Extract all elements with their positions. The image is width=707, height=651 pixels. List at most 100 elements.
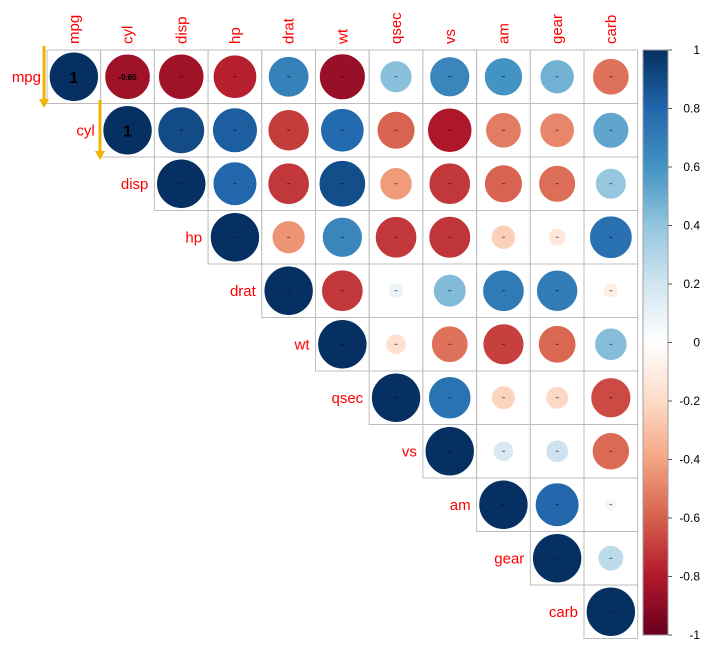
colorbar [642, 49, 669, 636]
coefficient-mark [179, 183, 183, 185]
colorbar-tick-label: 1 [693, 43, 700, 57]
coefficient-mark [609, 557, 613, 559]
coefficient-mark [448, 129, 452, 131]
cell-value-label: 1 [123, 123, 132, 140]
column-label: gear [549, 14, 566, 44]
coefficient-mark [609, 450, 613, 452]
coefficient-mark [609, 76, 613, 78]
coefficient-mark [340, 129, 344, 131]
coefficient-mark [287, 183, 291, 185]
row-label: cyl [76, 122, 94, 139]
coefficient-mark [501, 183, 505, 185]
coefficient-mark [448, 397, 452, 399]
color-legend: 1 0.8 0.6 0.4 0.2 0 -0.2 -0.4 -0.6 -0.8 -1 [642, 43, 700, 642]
annotation-arrow-head [39, 99, 49, 108]
colorbar-tick-label: 0.8 [683, 102, 700, 116]
coefficient-mark [501, 343, 505, 345]
coefficient-mark [287, 129, 291, 131]
coefficient-mark [233, 129, 237, 131]
coefficient-mark [501, 236, 505, 238]
row-label: drat [230, 283, 257, 300]
annotation-arrows [39, 46, 105, 160]
coefficient-mark [394, 343, 398, 345]
column-label: cyl [120, 26, 137, 44]
colorbar-tick-label: -0.4 [679, 453, 700, 467]
coefficient-mark [233, 236, 237, 238]
column-label: am [495, 23, 512, 44]
coefficient-mark [609, 504, 613, 506]
coefficient-mark [126, 129, 130, 131]
coefficient-mark [609, 611, 613, 613]
column-labels: mpg cyl disp hp drat wt qsec vs am gear carb [66, 12, 620, 45]
coefficient-mark [394, 397, 398, 399]
coefficient-mark [448, 290, 452, 292]
coefficient-mark [448, 236, 452, 238]
coefficient-mark [555, 129, 559, 131]
coefficient-mark [233, 76, 237, 78]
row-label: vs [402, 443, 417, 460]
cell-value-label: -0.85 [118, 73, 137, 82]
coefficient-mark [501, 504, 505, 506]
row-label: qsec [332, 390, 364, 407]
row-label: carb [549, 604, 578, 621]
column-label: disp [173, 16, 190, 44]
coefficient-mark [555, 236, 559, 238]
row-label: mpg [12, 69, 41, 86]
coefficient-mark [233, 183, 237, 185]
coefficient-mark [394, 236, 398, 238]
coefficient-mark [287, 76, 291, 78]
coefficient-mark [394, 183, 398, 185]
coefficient-mark [340, 236, 344, 238]
coefficient-mark [340, 76, 344, 78]
coefficient-mark [555, 343, 559, 345]
coefficient-mark [609, 183, 613, 185]
cell-value-label: 1 [69, 70, 78, 87]
column-label: mpg [66, 15, 83, 44]
coefficient-mark [501, 76, 505, 78]
colorbar-tick-label: -0.8 [679, 570, 700, 584]
coefficient-mark [609, 236, 613, 238]
coefficient-mark [555, 504, 559, 506]
correlation-circles: 1 -0.85 1 [49, 51, 636, 637]
column-label: vs [442, 29, 459, 44]
row-label: disp [121, 176, 149, 193]
coefficient-mark [555, 76, 559, 78]
column-label: qsec [388, 12, 405, 44]
coefficient-mark [179, 76, 183, 78]
coefficient-mark [555, 557, 559, 559]
coefficient-mark [448, 450, 452, 452]
row-label: am [450, 497, 471, 514]
coefficient-mark [501, 450, 505, 452]
coefficient-mark [394, 290, 398, 292]
coefficient-mark [126, 76, 130, 78]
coefficient-mark [555, 290, 559, 292]
coefficient-mark [555, 450, 559, 452]
column-label: hp [227, 27, 244, 44]
row-label: hp [185, 229, 202, 246]
coefficient-mark [609, 343, 613, 345]
colorbar-tick-label: 0 [693, 336, 700, 350]
coefficient-mark [609, 129, 613, 131]
row-label: gear [494, 550, 524, 567]
row-labels: mpg cyl disp hp drat wt qsec vs am gear carb [12, 69, 578, 621]
colorbar-tick-label: -1 [689, 628, 700, 642]
coefficient-mark [287, 236, 291, 238]
coefficient-mark [501, 397, 505, 399]
colorbar-tick-label: 0.6 [683, 160, 700, 174]
row-label: wt [294, 336, 311, 353]
column-label: drat [281, 17, 298, 44]
coefficient-mark [609, 290, 613, 292]
colorbar-tick-label: -0.6 [679, 511, 700, 525]
coefficient-mark [179, 129, 183, 131]
colorbar-tick-label: -0.2 [679, 394, 700, 408]
coefficient-mark [287, 290, 291, 292]
coefficient-mark [501, 290, 505, 292]
coefficient-mark [340, 290, 344, 292]
coefficient-mark [340, 183, 344, 185]
coefficient-mark [394, 129, 398, 131]
coefficient-mark [448, 76, 452, 78]
coefficient-mark [555, 183, 559, 185]
column-label: carb [603, 15, 620, 44]
coefficient-mark [555, 397, 559, 399]
